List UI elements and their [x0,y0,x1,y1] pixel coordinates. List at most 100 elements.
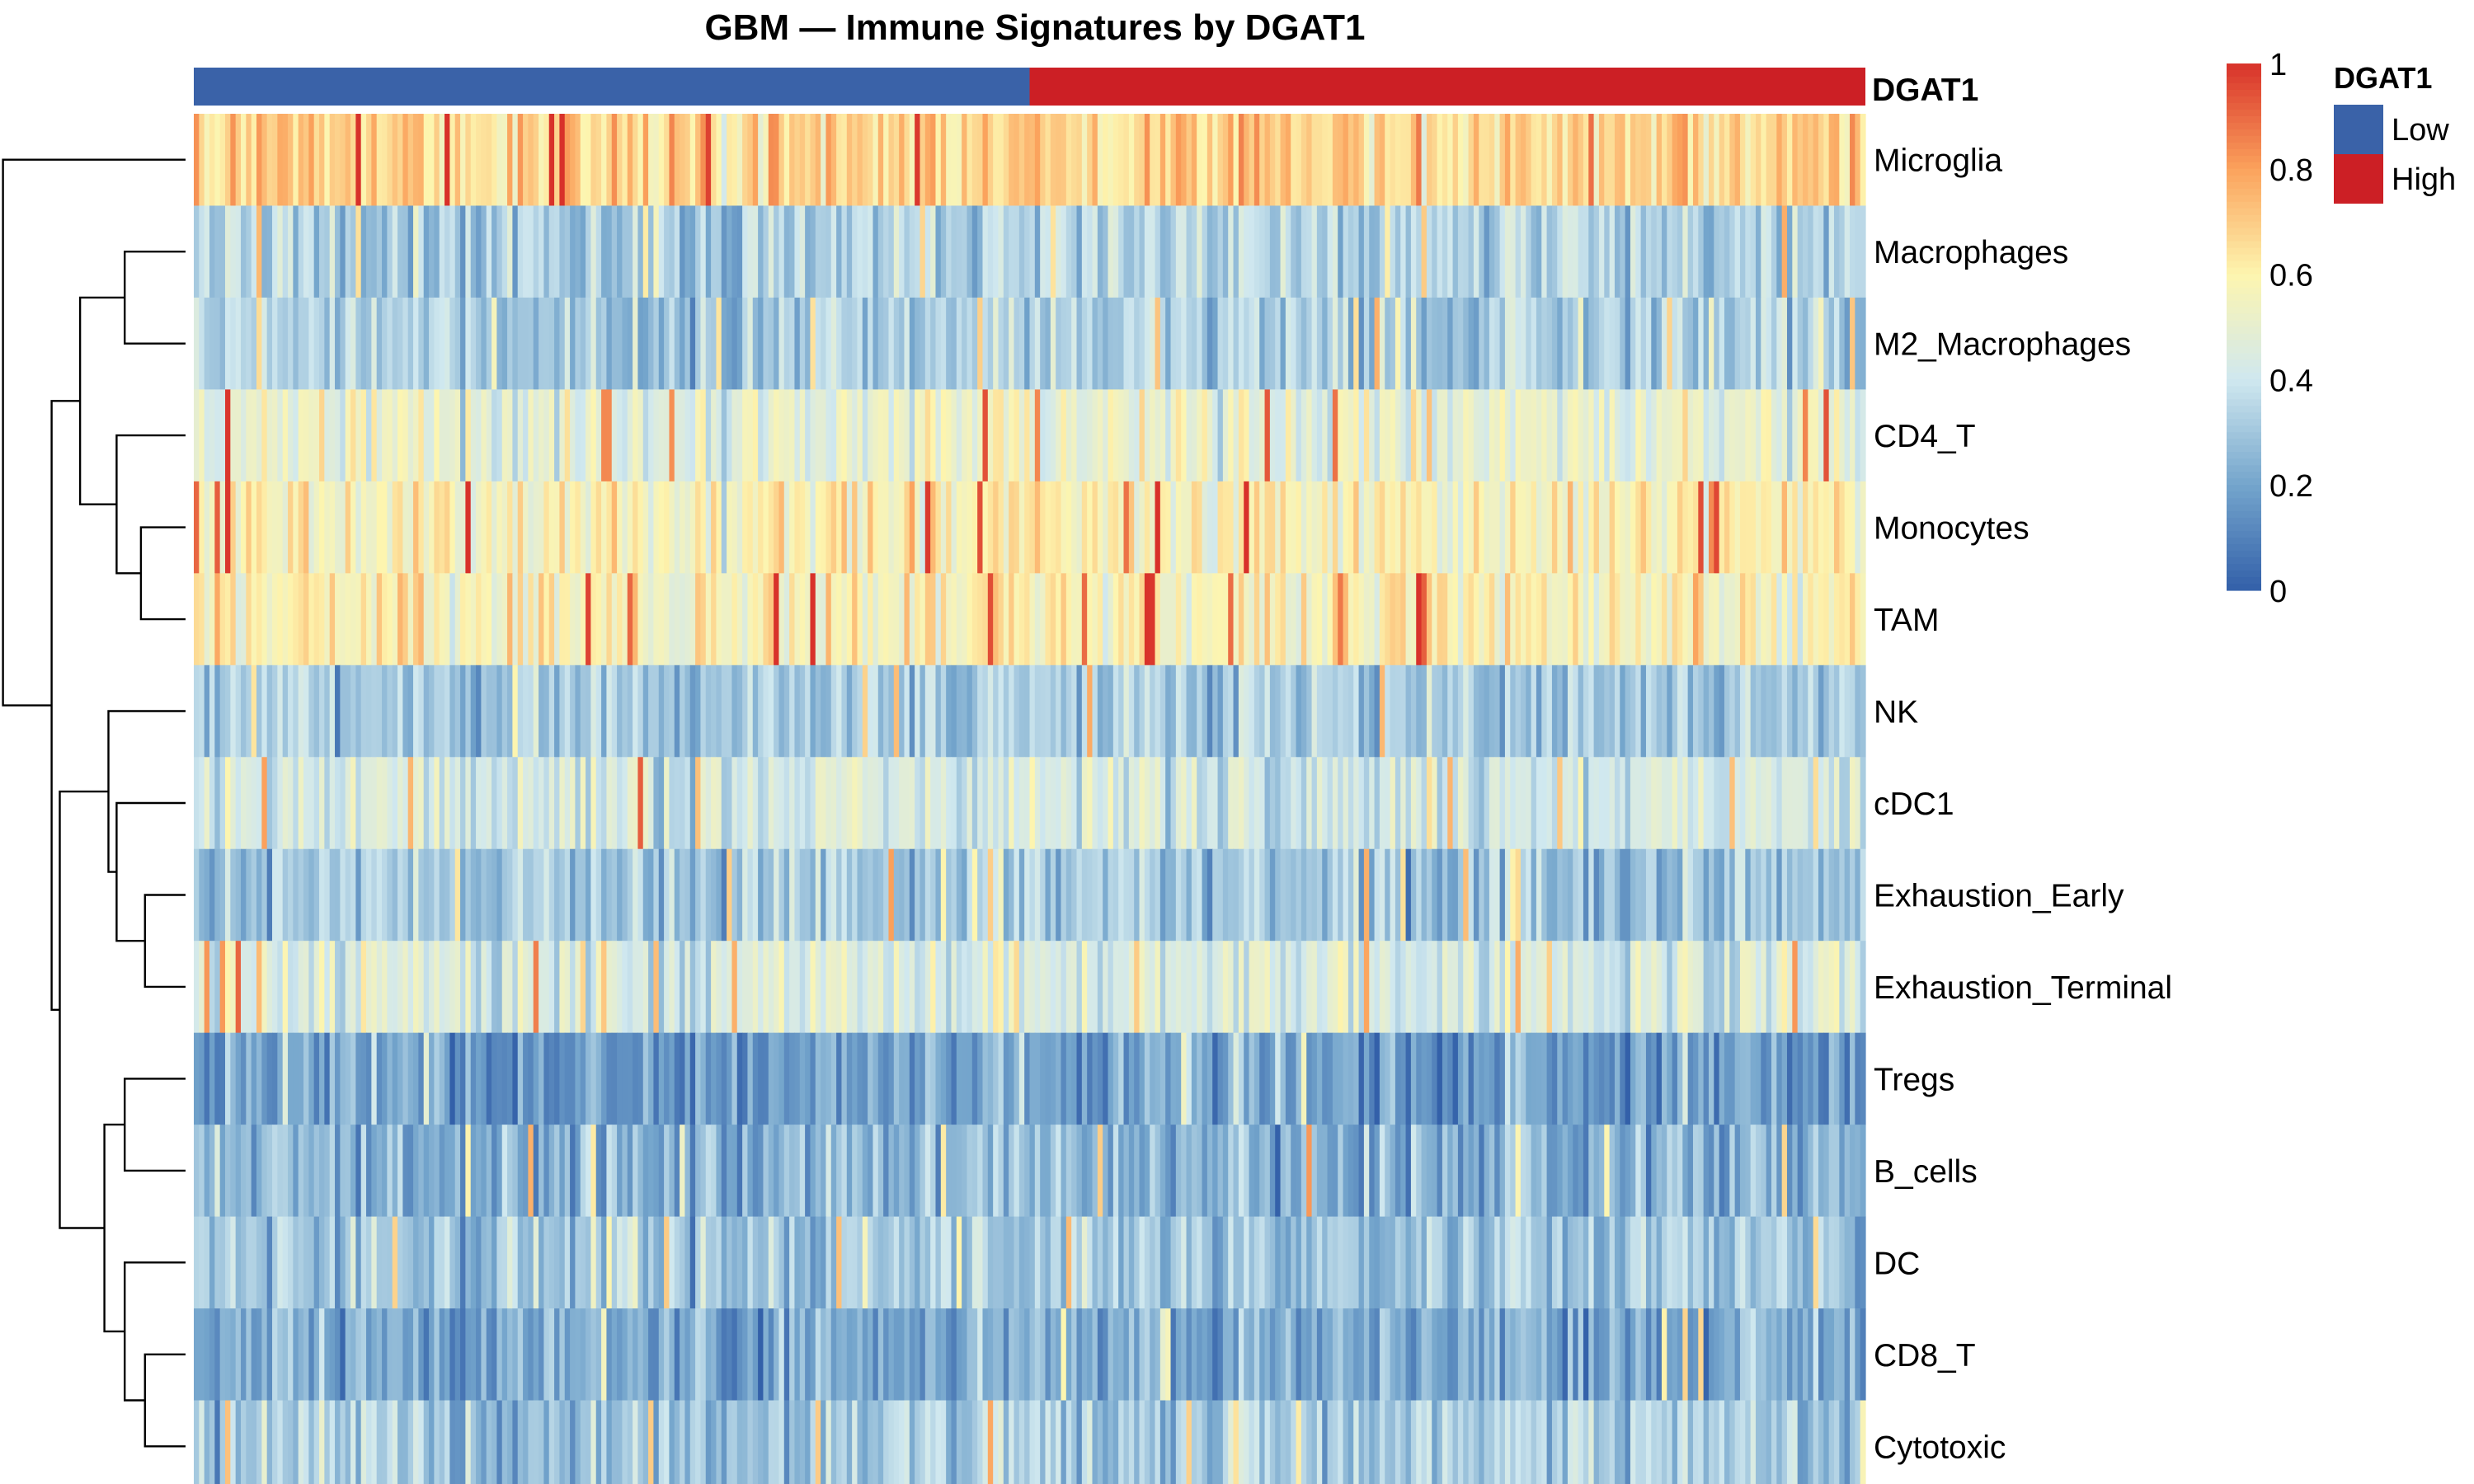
heatmap-cell [371,573,378,666]
heatmap-cell [883,114,890,206]
heatmap-cell [700,1125,707,1217]
heatmap-cell [946,389,952,482]
heatmap-cell [1620,389,1626,482]
heatmap-cell [1348,481,1354,574]
heatmap-cell [946,941,952,1034]
heatmap-cell [1253,1032,1260,1125]
heatmap-cell [1159,941,1166,1034]
heatmap-cell [319,665,325,758]
heatmap-cell [1197,389,1203,482]
heatmap-cell [1593,1125,1600,1217]
heatmap-cell [1103,114,1109,206]
heatmap-cell [1551,297,1558,390]
heatmap-cell [303,205,309,298]
heatmap-cell [407,665,414,758]
heatmap-cell [951,665,957,758]
heatmap-cell [1291,1308,1297,1401]
heatmap-cell [575,848,581,942]
heatmap-cell [1604,297,1611,390]
heatmap-cell [1432,757,1438,850]
heatmap-cell [595,757,602,850]
heatmap-cell [501,757,508,850]
heatmap-cell [642,389,649,482]
heatmap-cell [1786,297,1793,390]
heatmap-cell [1139,1216,1145,1309]
heatmap-cell [465,757,472,850]
heatmap-cell [1128,389,1135,482]
heatmap-cell [1024,848,1031,942]
heatmap-cell [1578,1125,1584,1217]
colorbar-segment [2227,333,2261,341]
heatmap-cell [194,1308,200,1401]
row-label-microglia: Microglia [1874,143,2002,179]
heatmap-cell [930,1125,937,1217]
heatmap-cell [225,481,231,574]
heatmap-cell [1081,1125,1088,1217]
heatmap-cell [1703,1125,1710,1217]
heatmap-cell [1009,114,1015,206]
heatmap-cell [1144,481,1150,574]
heatmap-cell [904,848,910,942]
heatmap-cell [1003,389,1009,482]
heatmap-cell [747,389,754,482]
heatmap-cell [1661,665,1667,758]
heatmap-cell [1228,757,1235,850]
heatmap-cell [1379,114,1385,206]
heatmap-cell [1280,1125,1286,1217]
heatmap-cell [590,114,597,206]
heatmap-cell [1222,573,1229,666]
heatmap-cell [570,941,576,1034]
heatmap-cell [1306,1308,1313,1401]
heatmap-cell [580,757,586,850]
heatmap-cell [460,1216,466,1309]
heatmap-cell [805,1032,811,1125]
heatmap-cell [909,481,915,574]
heatmap-cell [1212,481,1219,574]
heatmap-cell [1745,205,1752,298]
heatmap-cell [1206,481,1213,574]
heatmap-cell [1045,114,1051,206]
heatmap-cell [313,757,320,850]
heatmap-cell [266,297,273,390]
heatmap-cell [642,1125,649,1217]
heatmap-cell [1786,573,1793,666]
heatmap-cell [1860,1125,1866,1217]
heatmap-cell [204,1032,210,1125]
heatmap-cell [830,481,837,574]
heatmap-cell [1191,389,1197,482]
heatmap-cell [893,297,900,390]
heatmap-cell [1609,848,1616,942]
heatmap-cell [1358,1125,1365,1217]
heatmap-cell [1860,389,1866,482]
heatmap-cell [727,941,733,1034]
heatmap-cell [1645,1032,1652,1125]
heatmap-cell [350,1125,356,1217]
heatmap-cell [1755,205,1761,298]
heatmap-cell [1531,757,1537,850]
heatmap-cell [821,1216,827,1309]
heatmap-cell [407,481,414,574]
heatmap-cell [633,481,639,574]
heatmap-cell [496,1032,503,1125]
heatmap-cell [993,481,999,574]
heatmap-cell [554,389,560,482]
heatmap-cell [617,1125,623,1217]
heatmap-cell [736,389,743,482]
heatmap-cell [956,665,962,758]
heatmap-cell [1228,205,1235,298]
heatmap-cell [1520,114,1526,206]
heatmap-cell [1175,297,1182,390]
heatmap-cell [1745,573,1752,666]
heatmap-cell [298,665,304,758]
heatmap-cell [1024,757,1031,850]
heatmap-cell [1343,205,1349,298]
heatmap-cell [434,297,440,390]
heatmap-cell [794,1400,801,1484]
heatmap-cell [924,389,931,482]
colorbar-segment [2227,320,2261,328]
heatmap-cell [282,757,289,850]
heatmap-cell [340,297,346,390]
heatmap-cell [465,848,472,942]
heatmap-cell [920,1400,926,1484]
heatmap-cell [1150,757,1156,850]
